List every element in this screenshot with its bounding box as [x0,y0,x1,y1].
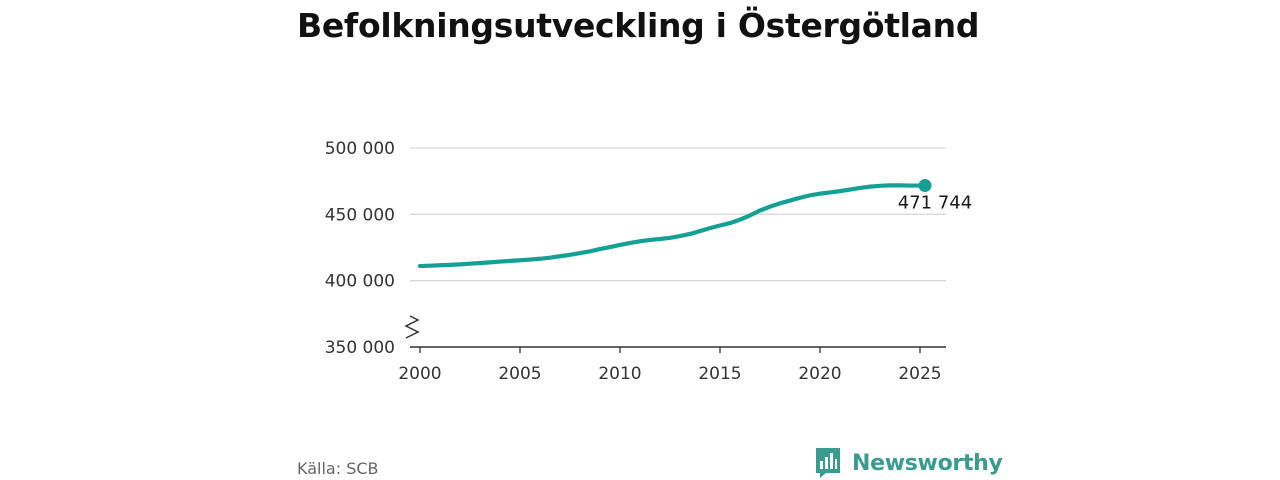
newsworthy-logo: Newsworthy [815,447,1003,479]
bar-chart-speech-bubble-icon [816,448,840,478]
axis-break-icon [404,315,420,339]
series-line [417,183,928,269]
x-tick-label: 2025 [898,364,941,384]
series-layer [417,178,932,269]
x-axis: 2000 2005 2010 2015 2020 2025 [398,346,946,384]
x-tick-label: 2020 [798,364,841,384]
y-tick-label: 450 000 [325,205,395,225]
y-axis: 350 000 400 000 450 000 500 000 [325,139,395,358]
source-note: Källa: SCB [297,459,379,478]
y-tick-label: 350 000 [325,338,395,358]
x-tick-label: 2005 [498,364,541,384]
logo-text: Newsworthy [852,450,1003,476]
axis-break-zigzag [404,315,420,339]
y-tick-label: 400 000 [325,272,395,292]
x-tick-label: 2010 [598,364,641,384]
last-point-marker [918,178,932,192]
grid-lines [410,147,946,282]
annotation-layer: 471 744 [898,192,972,213]
chart-title: Befolkningsutveckling i Östergötland [297,6,980,45]
x-tick-label: 2000 [398,364,441,384]
last-value-label: 471 744 [898,192,972,213]
x-tick-label: 2015 [698,364,741,384]
y-tick-label: 500 000 [325,139,395,159]
